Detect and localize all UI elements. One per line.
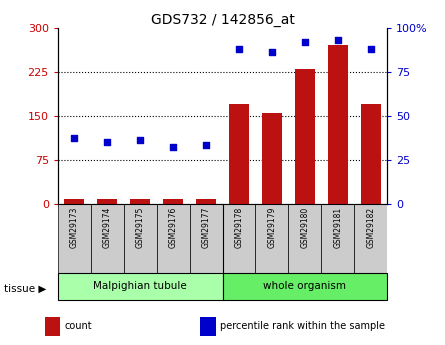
Text: GSM29182: GSM29182 — [366, 207, 375, 248]
Text: whole organism: whole organism — [263, 282, 346, 291]
Text: GSM29176: GSM29176 — [169, 207, 178, 248]
Title: GDS732 / 142856_at: GDS732 / 142856_at — [150, 12, 295, 27]
Bar — [157, 204, 190, 273]
Text: GSM29173: GSM29173 — [70, 207, 79, 248]
Text: GSM29175: GSM29175 — [136, 207, 145, 248]
Bar — [97, 199, 117, 204]
Point — [235, 46, 243, 51]
Bar — [190, 204, 222, 273]
Bar — [58, 273, 222, 300]
Point — [202, 143, 210, 148]
Bar — [361, 104, 380, 204]
Bar — [255, 204, 288, 273]
Text: GSM29178: GSM29178 — [235, 207, 243, 248]
Text: GSM29181: GSM29181 — [333, 207, 342, 248]
Text: GSM29179: GSM29179 — [267, 207, 276, 248]
Text: count: count — [65, 321, 92, 331]
Point — [268, 49, 275, 55]
Text: percentile rank within the sample: percentile rank within the sample — [220, 321, 385, 331]
Bar — [196, 199, 216, 204]
Point — [137, 137, 144, 143]
Bar — [65, 199, 84, 204]
Bar — [321, 204, 354, 273]
Point — [104, 139, 111, 145]
Text: tissue ▶: tissue ▶ — [4, 284, 47, 294]
Point — [334, 37, 341, 43]
Text: GSM29174: GSM29174 — [103, 207, 112, 248]
Bar — [200, 317, 216, 335]
Bar — [163, 199, 183, 204]
Point — [71, 136, 78, 141]
Bar — [124, 204, 157, 273]
Text: GSM29180: GSM29180 — [300, 207, 309, 248]
Bar — [229, 104, 249, 204]
Point — [170, 145, 177, 150]
Bar — [222, 273, 387, 300]
Bar — [328, 45, 348, 204]
Bar — [130, 199, 150, 204]
Bar — [262, 112, 282, 204]
Bar — [222, 204, 255, 273]
Bar — [91, 204, 124, 273]
Bar — [288, 204, 321, 273]
Point — [367, 46, 374, 51]
Text: GSM29177: GSM29177 — [202, 207, 210, 248]
Text: Malpighian tubule: Malpighian tubule — [93, 282, 187, 291]
Bar — [354, 204, 387, 273]
Point — [301, 39, 308, 45]
Bar — [58, 204, 91, 273]
Bar — [44, 317, 60, 335]
Bar — [295, 69, 315, 204]
